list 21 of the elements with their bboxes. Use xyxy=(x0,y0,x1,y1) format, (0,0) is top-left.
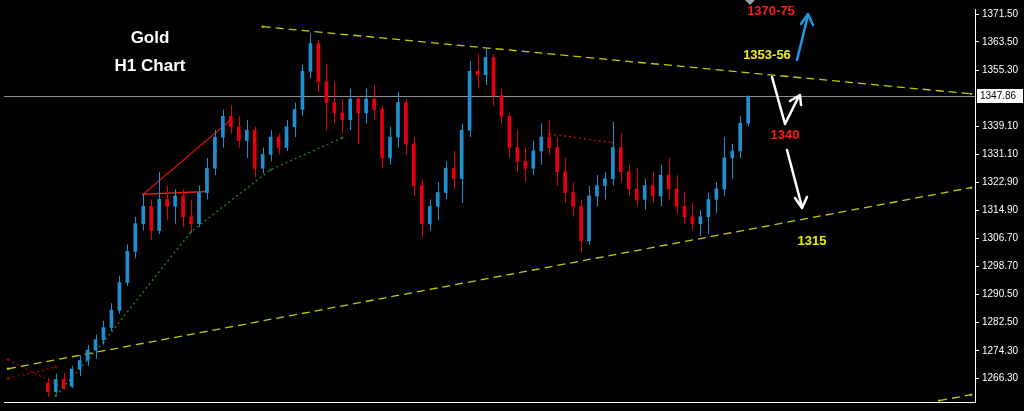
y-tick-label: 1282.50 xyxy=(982,316,1019,328)
annotation: 1315 xyxy=(797,232,827,248)
annotation: 1353-56 xyxy=(743,46,791,62)
y-tick-label: 1274.30 xyxy=(982,344,1019,356)
annotation: 1340 xyxy=(770,126,800,142)
y-tick-label: 1322.90 xyxy=(982,176,1019,188)
text: Gold xyxy=(129,28,171,48)
y-tick-label: 1306.70 xyxy=(982,232,1019,244)
y-tick-label: 1371.50 xyxy=(982,7,1019,19)
y-tick-label: 1339.10 xyxy=(982,120,1019,132)
y-tick-label: 1331.10 xyxy=(982,147,1019,159)
y-tick-label: 1363.50 xyxy=(982,35,1019,47)
ref-line-label: 1347.86 xyxy=(980,89,1017,101)
y-tick-label: 1290.50 xyxy=(982,288,1019,300)
text: H1 Chart xyxy=(113,56,187,76)
y-tick-label: 1314.90 xyxy=(982,203,1019,215)
line-series xyxy=(55,137,343,397)
y-tick-label: 1266.30 xyxy=(982,372,1019,384)
y-tick-label: 1355.30 xyxy=(982,64,1019,76)
annotation: 1370-75 xyxy=(747,2,795,18)
y-tick-label: 1298.70 xyxy=(982,260,1019,272)
